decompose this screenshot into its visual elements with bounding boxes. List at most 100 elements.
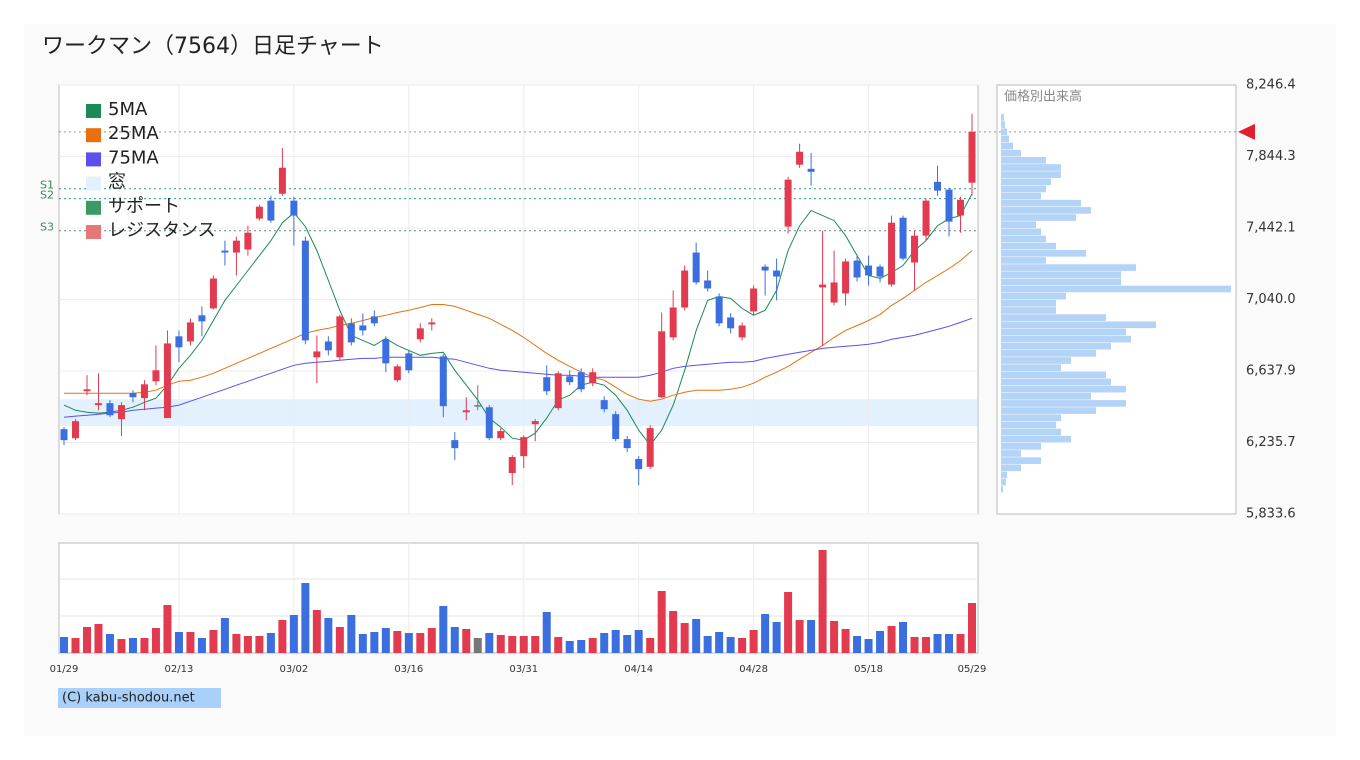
- profile-bar: [1001, 350, 1096, 357]
- candle-body: [106, 403, 114, 416]
- y-tick-label: 5,833.6: [1246, 507, 1296, 522]
- volume-bar: [554, 637, 563, 653]
- candle-body: [497, 431, 505, 439]
- candle-body: [531, 421, 539, 425]
- volume-bar: [450, 627, 459, 653]
- profile-bar: [1001, 428, 1061, 436]
- candle-body: [347, 323, 355, 343]
- candle-body: [175, 336, 183, 348]
- volume-bar: [795, 620, 804, 653]
- candle-body: [738, 325, 746, 338]
- volume-bar: [784, 592, 793, 653]
- candle-body: [842, 261, 850, 294]
- volume-bar: [370, 632, 379, 653]
- legend-swatch: [86, 152, 101, 167]
- candle-body: [370, 316, 378, 324]
- candle-body: [439, 356, 447, 407]
- candle-body: [382, 339, 390, 364]
- volume-bar: [669, 611, 678, 653]
- volume-bar: [519, 636, 528, 653]
- candle-body: [428, 322, 436, 325]
- volume-bar: [140, 638, 149, 653]
- profile-bar: [1001, 185, 1046, 193]
- candle-body: [221, 250, 229, 253]
- x-tick-label: 04/14: [624, 664, 653, 675]
- profile-bar: [1001, 228, 1041, 236]
- candle-body: [508, 457, 516, 474]
- candle-body: [934, 181, 942, 191]
- profile-bar: [1001, 121, 1005, 128]
- volume-bar: [301, 583, 310, 653]
- candle-body: [336, 316, 344, 358]
- volume-bar: [818, 550, 827, 653]
- volume-bar: [703, 636, 712, 653]
- volume-bar: [427, 628, 436, 653]
- ma-line: [63, 317, 973, 418]
- volume-bar: [749, 630, 758, 653]
- profile-bar: [1001, 457, 1041, 464]
- gap-band: [60, 399, 977, 427]
- profile-bar: [1001, 485, 1003, 493]
- volume-bar: [82, 627, 91, 653]
- volume-bar: [726, 637, 735, 653]
- profile-bar: [1001, 257, 1046, 264]
- legend-swatch: [86, 176, 101, 191]
- volume-bar: [163, 605, 172, 653]
- profile-bar: [1001, 242, 1056, 250]
- level-label: S2: [40, 189, 54, 202]
- volume-bar: [864, 639, 873, 653]
- volume-bar: [439, 606, 448, 653]
- volume-bar: [933, 634, 942, 653]
- candle-body: [566, 376, 574, 383]
- volume-bar: [680, 623, 689, 653]
- candle-body: [474, 405, 482, 407]
- profile-bar: [1001, 207, 1091, 214]
- volume-bar: [600, 633, 609, 653]
- candle-body: [117, 405, 125, 420]
- volume-bar: [462, 629, 471, 653]
- candle-body: [163, 343, 171, 419]
- profile-bar: [1001, 307, 1056, 314]
- candle-body: [393, 366, 401, 381]
- volume-bar: [105, 634, 114, 653]
- volume-bar: [312, 610, 321, 653]
- profile-bar: [1001, 114, 1004, 121]
- profile-bar: [1001, 142, 1013, 150]
- candle-body: [198, 315, 206, 322]
- legend-label: サポート: [108, 196, 180, 217]
- volume-bar: [657, 591, 666, 653]
- candle-body: [865, 265, 873, 276]
- profile-bar: [1001, 450, 1021, 457]
- y-tick-label: 8,246.4: [1246, 78, 1296, 93]
- volume-bar: [117, 639, 126, 653]
- y-tick-label: 7,442.1: [1246, 221, 1296, 236]
- level-label: S1: [40, 179, 54, 192]
- profile-bar: [1001, 357, 1071, 364]
- profile-bar: [1001, 478, 1006, 486]
- candle-body: [784, 179, 792, 227]
- volume-bar: [634, 630, 643, 653]
- candle-body: [554, 373, 562, 409]
- x-tick-label: 03/31: [509, 664, 538, 675]
- candle-body: [899, 217, 907, 259]
- candle-body: [244, 232, 252, 250]
- volume-bar: [496, 635, 505, 653]
- volume-bar: [485, 633, 494, 653]
- volume-bar: [358, 634, 367, 653]
- candle-body: [830, 282, 838, 303]
- candle-body: [623, 439, 631, 449]
- volume-bar: [692, 619, 701, 653]
- profile-bar: [1001, 421, 1056, 429]
- candle-body: [209, 278, 217, 309]
- profile-bar: [1001, 335, 1131, 343]
- volume-bar: [278, 620, 287, 653]
- profile-bar: [1001, 171, 1061, 178]
- profile-bar: [1001, 178, 1051, 186]
- volume-bar: [968, 603, 976, 653]
- copyright: (C) kabu-shodou.net: [62, 691, 195, 706]
- candle-body: [704, 280, 712, 289]
- volume-bar: [232, 634, 241, 653]
- volume-bar: [876, 631, 885, 653]
- volume-bar: [197, 638, 206, 653]
- volume-bar: [531, 636, 540, 653]
